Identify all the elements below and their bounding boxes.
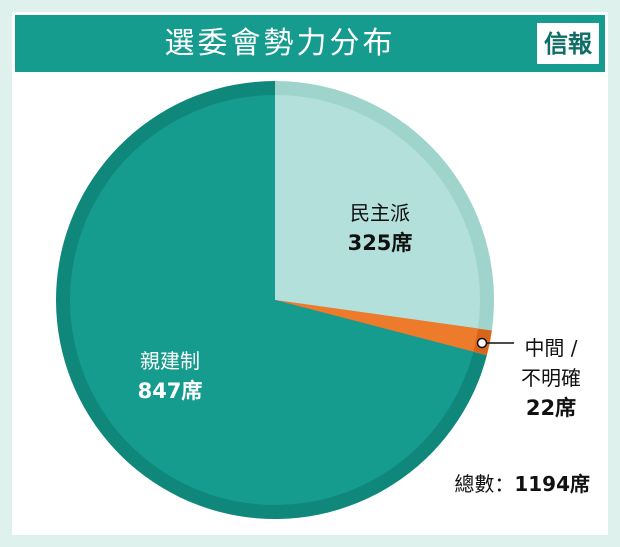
category-label: 民主派 bbox=[350, 201, 410, 225]
slice-label: 親建制 847席 bbox=[120, 346, 220, 406]
brand-logo: 信報 bbox=[537, 23, 599, 64]
value-label: 325席 bbox=[347, 231, 413, 255]
total: 總數：1194席 bbox=[454, 468, 590, 497]
title-bar: 選委會勢力分布 信報 bbox=[15, 15, 605, 72]
value-label: 847席 bbox=[137, 379, 203, 403]
value-label: 22席 bbox=[525, 396, 577, 420]
slice-label: 中間 / 不明確 22席 bbox=[515, 333, 587, 423]
leader-dot bbox=[476, 337, 488, 349]
category-label: 親建制 bbox=[140, 349, 200, 373]
pie-slice bbox=[275, 95, 480, 329]
pie-slice bbox=[275, 300, 479, 352]
slice-label: 民主派 325席 bbox=[330, 198, 430, 258]
category-label: 中間 / 不明確 bbox=[521, 336, 581, 390]
total-value: 1194席 bbox=[514, 472, 590, 496]
chart-title: 選委會勢力分布 bbox=[164, 26, 396, 61]
total-label: 總數： bbox=[454, 472, 515, 496]
pie-slice bbox=[69, 95, 474, 505]
